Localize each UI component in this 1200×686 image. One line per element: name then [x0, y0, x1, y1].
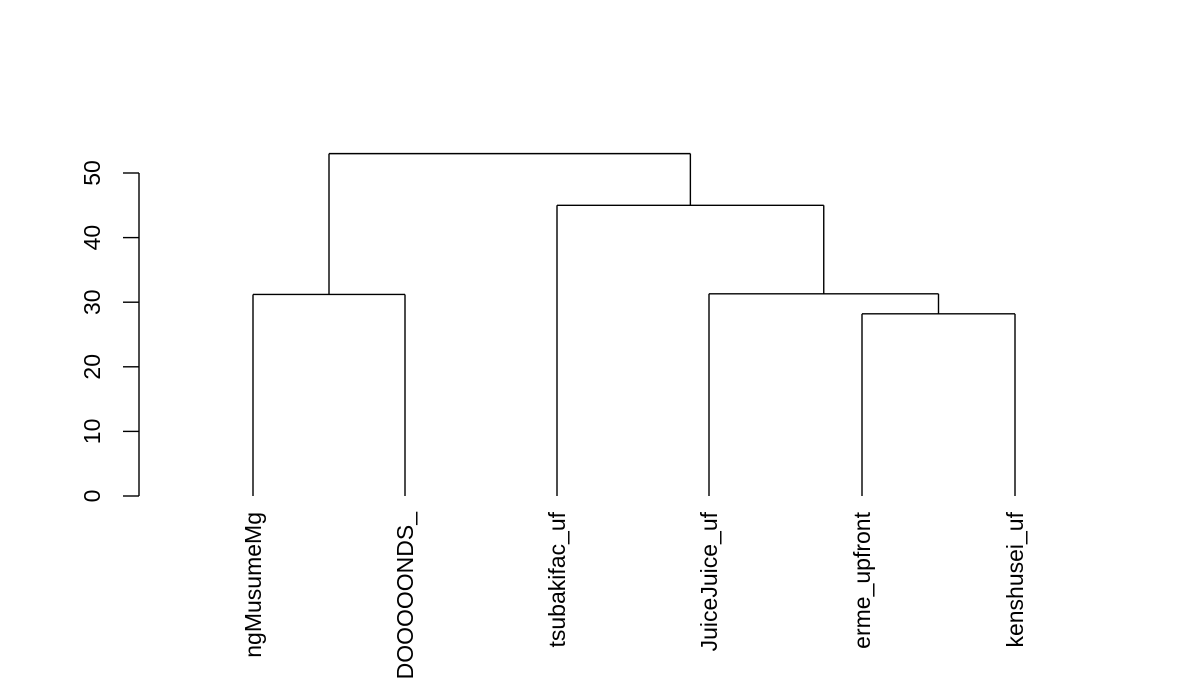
y-tick-label-30: 30 — [79, 289, 105, 315]
dendrogram-branches — [252, 152, 1016, 496]
y-tick-label-50: 50 — [79, 160, 105, 186]
y-tick-label-0: 0 — [79, 490, 105, 503]
leaf-label-1: DOOOOONDS_ — [392, 511, 418, 680]
leaf-label-5: kenshusei_uf — [1002, 511, 1028, 647]
y-tick-label-40: 40 — [79, 225, 105, 251]
y-tick-label-10: 10 — [79, 419, 105, 445]
y-tick-label-20: 20 — [79, 354, 105, 380]
y-axis: 0 10 20 30 40 50 — [79, 160, 140, 503]
leaf-label-2: tsubakifac_uf — [544, 511, 570, 647]
leaf-label-0: ngMusumeMg — [240, 512, 266, 658]
leaf-labels: ngMusumeMg DOOOOONDS_ tsubakifac_uf JuiceJu… — [240, 511, 1028, 680]
leaf-label-4: erme_upfront — [849, 511, 875, 648]
leaf-label-3: JuiceJuice_uf — [696, 511, 722, 651]
